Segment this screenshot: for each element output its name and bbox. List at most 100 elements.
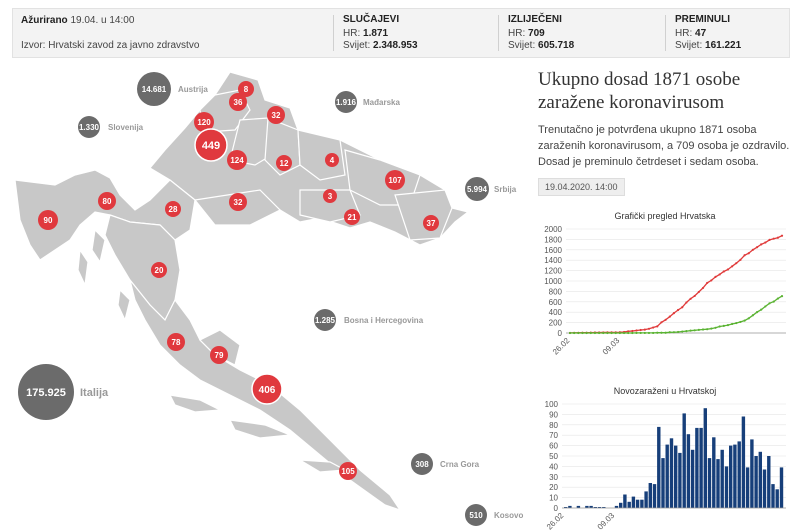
county-bubble[interactable]: 80 xyxy=(98,192,116,210)
county-bubble-value: 80 xyxy=(103,197,112,206)
country-bubble-serbia[interactable]: 5.994 Srbija xyxy=(465,177,517,201)
bar xyxy=(593,507,597,508)
x-tick-label: 09.03 xyxy=(601,336,622,357)
country-bubble-kosovo[interactable]: 510 Kosovo xyxy=(465,504,523,526)
county-bubble[interactable]: 32 xyxy=(229,193,247,211)
data-point xyxy=(676,330,680,334)
data-point xyxy=(681,330,684,333)
world-label: Svijet: xyxy=(508,40,536,51)
stat-title: SLUČAJEVI xyxy=(343,14,400,25)
y-tick-label: 90 xyxy=(549,410,558,419)
data-point xyxy=(568,331,572,335)
county-bubble[interactable]: 124 xyxy=(227,150,247,170)
data-point xyxy=(622,331,626,335)
stat-recovered: IZLIJEČENI HR: 709 Svijet: 605.718 xyxy=(500,9,660,57)
y-tick-label: 50 xyxy=(549,452,558,461)
country-name: Srbija xyxy=(494,185,517,194)
county-bubble[interactable]: 105 xyxy=(339,462,357,480)
world-value: 605.718 xyxy=(538,40,575,51)
data-point xyxy=(660,331,663,334)
y-tick-label: 1200 xyxy=(544,267,562,276)
bar xyxy=(762,469,767,508)
county-bubble[interactable]: 32 xyxy=(267,106,285,124)
data-point xyxy=(780,234,784,237)
county-bubble[interactable]: 78 xyxy=(167,333,185,351)
data-point xyxy=(772,300,775,303)
county-bubble[interactable]: 37 xyxy=(423,215,439,231)
county-bubble[interactable]: 449 xyxy=(194,128,228,162)
updated-label: Ažurirano xyxy=(21,15,68,26)
x-tick-label: 26.02 xyxy=(551,336,572,357)
country-bubble-montenegro[interactable]: 308 Crna Gora xyxy=(411,453,480,475)
county-bubble-circle xyxy=(385,170,405,190)
county-bubble[interactable]: 120 xyxy=(194,112,214,132)
country-bubble-circle xyxy=(411,453,433,475)
county-bubble-circle xyxy=(194,112,214,132)
data-point xyxy=(718,273,721,276)
county-bubble-circle xyxy=(229,93,247,111)
county-bubble[interactable]: 36 xyxy=(229,93,247,111)
county-bubble-value: 120 xyxy=(197,118,211,127)
data-point xyxy=(689,297,692,300)
county-bubble[interactable]: 12 xyxy=(276,155,292,171)
data-point xyxy=(685,301,688,304)
county-bubble[interactable]: 107 xyxy=(385,170,405,190)
country-bubble-circle xyxy=(314,309,336,331)
country-bubble-bih[interactable]: 1.285 Bosna i Hercegovina xyxy=(314,309,424,331)
county-bubble[interactable]: 20 xyxy=(151,262,167,278)
country-bubble-austria[interactable]: 14.681 Austrija xyxy=(137,72,208,106)
data-point xyxy=(743,254,746,257)
data-point xyxy=(635,329,638,332)
county-bubble-circle xyxy=(165,201,181,217)
county-bubble[interactable]: 3 xyxy=(323,189,337,203)
country-bubble-italy[interactable]: 175.925 Italija xyxy=(18,364,109,420)
bar xyxy=(652,484,657,508)
divider xyxy=(665,15,666,51)
county-bubble[interactable]: 406 xyxy=(251,373,283,405)
bar xyxy=(754,456,758,508)
county-bubble[interactable]: 4 xyxy=(325,153,339,167)
country-bubble-circle xyxy=(335,91,357,113)
data-point xyxy=(668,315,671,318)
y-tick-label: 70 xyxy=(549,431,558,440)
data-point xyxy=(581,331,584,335)
county-bubble-circle xyxy=(151,262,167,278)
county-bubble-value: 28 xyxy=(169,205,178,214)
hr-label: HR: xyxy=(508,28,526,39)
country-value: 1.916 xyxy=(336,98,357,107)
data-point xyxy=(597,331,601,335)
country-bubble-slovenia[interactable]: 1.330 Slovenija xyxy=(78,116,144,138)
bar xyxy=(648,483,652,508)
world-value: 2.348.953 xyxy=(373,40,418,51)
y-tick-label: 2000 xyxy=(544,225,562,234)
county-bubble-value: 107 xyxy=(388,176,402,185)
data-point xyxy=(743,319,746,322)
county-bubble[interactable]: 8 xyxy=(238,81,254,97)
data-point xyxy=(735,321,738,325)
data-point xyxy=(706,281,709,285)
data-point xyxy=(681,306,684,309)
county-bubble[interactable]: 21 xyxy=(344,209,360,225)
bar xyxy=(568,505,572,508)
bar xyxy=(678,452,682,508)
y-tick-label: 0 xyxy=(558,329,563,338)
county-bubble[interactable]: 90 xyxy=(38,210,58,230)
data-point xyxy=(726,268,730,271)
county-bubble[interactable]: 79 xyxy=(210,346,228,364)
data-point xyxy=(760,243,763,246)
data-point xyxy=(722,324,725,327)
data-point xyxy=(664,331,667,334)
hr-value: 47 xyxy=(695,28,707,39)
county-bubble-value: 21 xyxy=(348,213,357,222)
data-point xyxy=(764,241,767,244)
bar xyxy=(661,458,665,508)
data-point xyxy=(635,331,638,335)
world-value: 161.221 xyxy=(705,40,742,51)
data-point xyxy=(643,328,646,331)
bar xyxy=(775,489,779,508)
x-tick-label: 26.02 xyxy=(545,511,566,530)
county-bubble[interactable]: 28 xyxy=(165,201,181,217)
data-point xyxy=(772,237,775,240)
country-bubble-hungary[interactable]: 1.916 Mađarska xyxy=(335,91,400,113)
